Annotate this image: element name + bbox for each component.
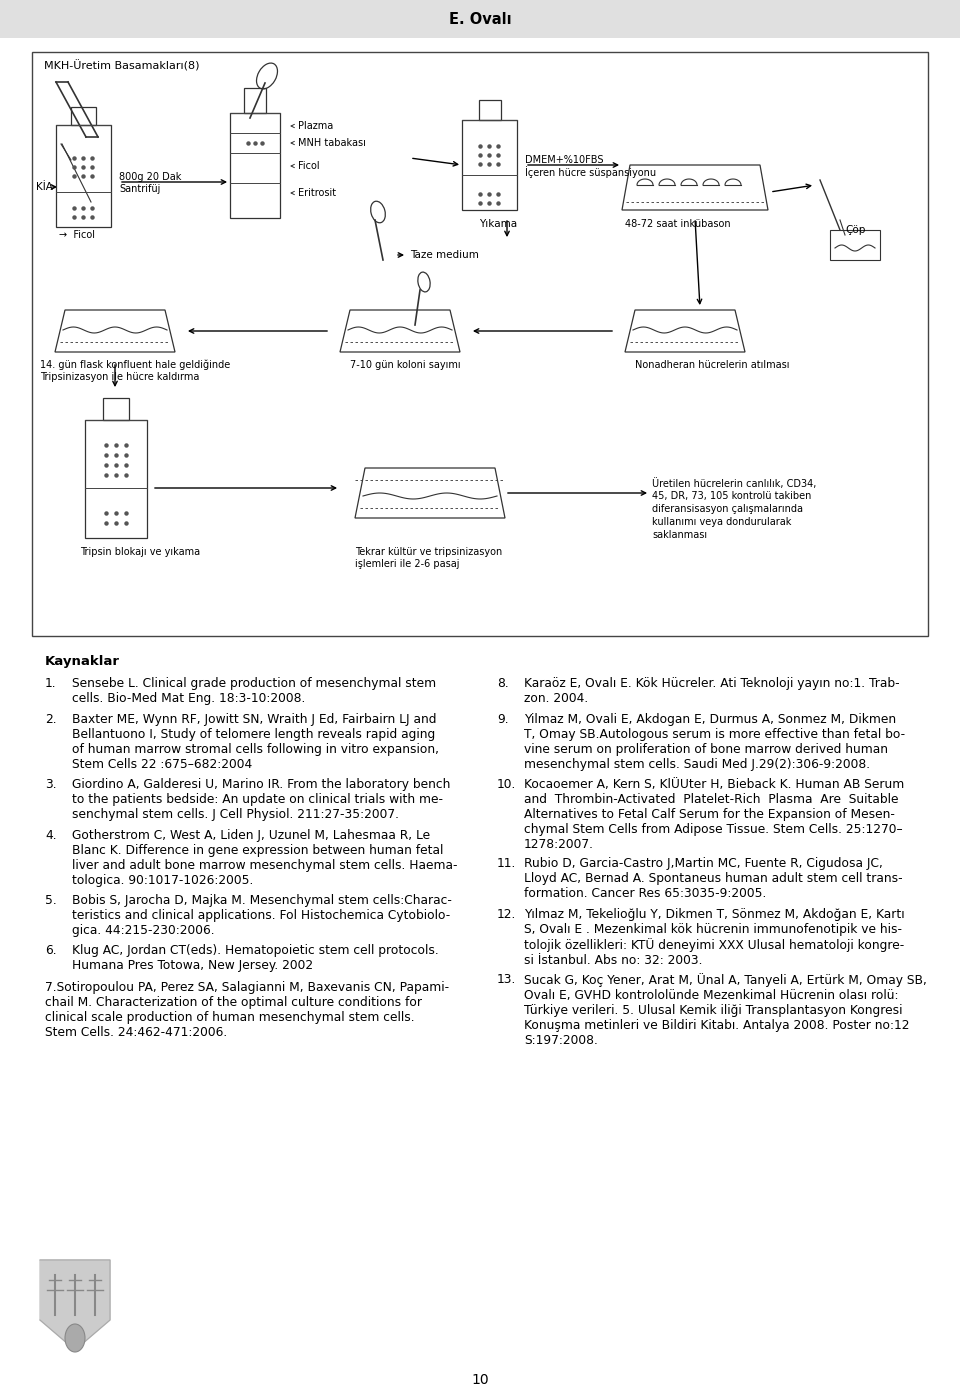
Text: işlemleri ile 2-6 pasaj: işlemleri ile 2-6 pasaj: [355, 560, 460, 569]
Text: diferansisasyon çalışmalarında: diferansisasyon çalışmalarında: [652, 504, 803, 513]
Text: Kaynaklar: Kaynaklar: [45, 655, 120, 667]
Text: Klug AC, Jordan CT(eds). Hematopoietic stem cell protocols.
Humana Pres Totowa, : Klug AC, Jordan CT(eds). Hematopoietic s…: [72, 944, 439, 972]
Text: 800g 20 Dak: 800g 20 Dak: [119, 172, 181, 182]
Text: Giordino A, Galderesi U, Marino IR. From the laboratory bench
to the patients be: Giordino A, Galderesi U, Marino IR. From…: [72, 778, 450, 821]
Bar: [32, 52, 928, 637]
Text: MKH-Üretim Basamakları(8): MKH-Üretim Basamakları(8): [44, 60, 200, 71]
Text: Bobis S, Jarocha D, Majka M. Mesenchymal stem cells:Charac-
teristics and clinic: Bobis S, Jarocha D, Majka M. Mesenchymal…: [72, 894, 452, 936]
Text: 5.: 5.: [45, 894, 57, 907]
Text: saklanması: saklanması: [652, 530, 708, 540]
Text: 14. gün flask konfluent hale geldiğinde: 14. gün flask konfluent hale geldiğinde: [40, 360, 230, 371]
Text: Taze medium: Taze medium: [410, 250, 479, 260]
Text: Sucak G, Koç Yener, Arat M, Ünal A, Tanyeli A, Ertürk M, Omay SB,
Ovalı E, GVHD : Sucak G, Koç Yener, Arat M, Ünal A, Tany…: [524, 972, 926, 1046]
Polygon shape: [40, 1260, 110, 1350]
Text: 9.: 9.: [497, 713, 509, 726]
Text: 48-72 saat inkübason: 48-72 saat inkübason: [625, 220, 731, 229]
Bar: [230, 113, 280, 218]
Text: Kocaoemer A, Kern S, KlÜUter H, Bieback K. Human AB Serum
and  Thrombin-Activate: Kocaoemer A, Kern S, KlÜUter H, Bieback …: [524, 778, 904, 851]
Text: 2.: 2.: [45, 713, 57, 726]
Bar: [830, 229, 880, 260]
Text: 45, DR, 73, 105 kontrolü takiben: 45, DR, 73, 105 kontrolü takiben: [652, 491, 811, 501]
Bar: [85, 420, 147, 539]
Text: 6.: 6.: [45, 944, 57, 957]
Text: 10.: 10.: [497, 778, 516, 792]
Text: Eritrosit: Eritrosit: [298, 187, 336, 199]
Text: Çöp: Çöp: [845, 225, 865, 235]
Text: İçeren hücre süspansiyonu: İçeren hücre süspansiyonu: [525, 166, 656, 178]
Ellipse shape: [65, 1323, 85, 1351]
Bar: [478, 99, 500, 120]
Text: Yilmaz M, Ovali E, Akdogan E, Durmus A, Sonmez M, Dikmen
T, Omay SB.Autologous s: Yilmaz M, Ovali E, Akdogan E, Durmus A, …: [524, 713, 905, 771]
Text: kullanımı veya dondurularak: kullanımı veya dondurularak: [652, 518, 791, 527]
Text: Karaöz E, Ovalı E. Kök Hücreler. Ati Teknoloji yayın no:1. Trab-
zon. 2004.: Karaöz E, Ovalı E. Kök Hücreler. Ati Tek…: [524, 677, 900, 705]
Text: 12.: 12.: [497, 908, 516, 921]
Text: Nonadheran hücrelerin atılması: Nonadheran hücrelerin atılması: [635, 360, 789, 369]
Text: Üretilen hücrelerin canlılık, CD34,: Üretilen hücrelerin canlılık, CD34,: [652, 478, 816, 488]
Bar: [462, 120, 517, 210]
Text: →  Ficol: → Ficol: [59, 229, 95, 241]
Text: Tripsinizasyon ile hücre kaldırma: Tripsinizasyon ile hücre kaldırma: [40, 372, 200, 382]
Text: Sensebe L. Clinical grade production of mesenchymal stem
cells. Bio-Med Mat Eng.: Sensebe L. Clinical grade production of …: [72, 677, 436, 705]
Text: Tekrar kültür ve tripsinizasyon: Tekrar kültür ve tripsinizasyon: [355, 547, 502, 557]
Text: Santrifüj: Santrifüj: [119, 185, 160, 194]
Text: MNH tabakası: MNH tabakası: [298, 139, 366, 148]
Bar: [103, 397, 129, 420]
Text: Gotherstrom C, West A, Liden J, Uzunel M, Lahesmaa R, Le
Blanc K. Difference in : Gotherstrom C, West A, Liden J, Uzunel M…: [72, 828, 458, 887]
Text: 7.Sotiropoulou PA, Perez SA, Salagianni M, Baxevanis CN, Papami-
chail M. Charac: 7.Sotiropoulou PA, Perez SA, Salagianni …: [45, 981, 449, 1038]
Text: 10: 10: [471, 1372, 489, 1386]
Text: 8.: 8.: [497, 677, 509, 690]
Text: 3.: 3.: [45, 778, 57, 792]
Text: Ficol: Ficol: [298, 161, 320, 171]
Text: Rubio D, Garcia-Castro J,Martin MC, Fuente R, Cigudosa JC,
Lloyd AC, Bernad A. S: Rubio D, Garcia-Castro J,Martin MC, Fuen…: [524, 858, 902, 900]
Text: 13.: 13.: [497, 972, 516, 986]
Text: Yılmaz M, Tekelioğlu Y, Dikmen T, Sönmez M, Akdoğan E, Kartı
S, Ovalı E . Mezenk: Yılmaz M, Tekelioğlu Y, Dikmen T, Sönmez…: [524, 908, 904, 967]
Text: Yıkama: Yıkama: [479, 220, 517, 229]
Bar: [56, 125, 111, 227]
Bar: [244, 88, 266, 113]
Text: Plazma: Plazma: [298, 120, 333, 132]
Text: 1.: 1.: [45, 677, 57, 690]
Bar: [0, 0, 960, 38]
Bar: [71, 106, 96, 125]
Text: 7-10 gün koloni sayımı: 7-10 gün koloni sayımı: [350, 360, 461, 369]
Text: 4.: 4.: [45, 828, 57, 842]
Text: Baxter ME, Wynn RF, Jowitt SN, Wraith J Ed, Fairbairn LJ and
Bellantuono I, Stud: Baxter ME, Wynn RF, Jowitt SN, Wraith J …: [72, 713, 439, 771]
Text: E. Ovalı: E. Ovalı: [448, 11, 512, 27]
Text: 11.: 11.: [497, 858, 516, 870]
Text: Tripsin blokajı ve yıkama: Tripsin blokajı ve yıkama: [80, 547, 200, 557]
Text: KİA: KİA: [36, 182, 53, 192]
Text: DMEM+%10FBS: DMEM+%10FBS: [525, 155, 604, 165]
